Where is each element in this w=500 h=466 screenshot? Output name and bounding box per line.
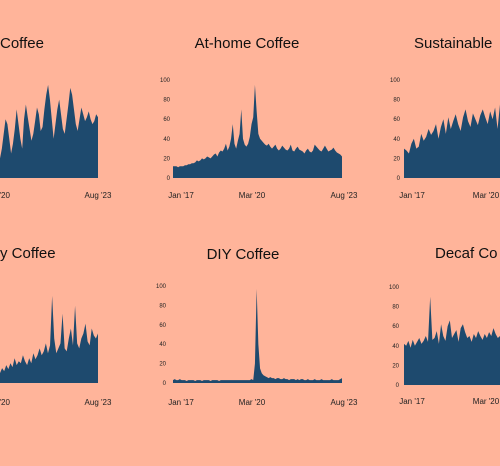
x-tick-label: Jan '17	[168, 191, 194, 200]
chart-title: Coffee	[0, 35, 44, 52]
x-tick-label: Aug '23	[331, 191, 358, 200]
y-tick-label: 20	[159, 362, 166, 368]
x-tick-label: Jan '17	[168, 398, 194, 407]
x-tick-label: Mar '20	[239, 191, 266, 200]
y-tick-label: 0	[167, 176, 171, 182]
y-tick-label: 100	[160, 78, 171, 84]
y-tick-label: 100	[156, 284, 167, 290]
chart-panel-2: At-home Coffee 100 80 60 40 20 0 Jan '17 Mar '20…	[160, 35, 358, 200]
y-tick-label: 40	[392, 344, 399, 350]
y-tick-label: 0	[397, 176, 401, 182]
x-tick-label: Jan '17	[399, 191, 425, 200]
area-series	[404, 104, 500, 178]
y-tick-label: 60	[392, 324, 399, 330]
area-series	[0, 295, 98, 383]
y-tick-label: 20	[163, 156, 170, 162]
chart-panel-3: Sustainable 100 80 60 40 20 0 Jan '17 Mar '20	[390, 35, 500, 200]
y-tick-label: 100	[390, 78, 401, 84]
y-tick-label: 40	[393, 137, 400, 143]
x-tick-label: Jan '17	[399, 397, 425, 406]
y-tick-label: 0	[396, 383, 400, 389]
chart-title: Sustainable	[414, 35, 492, 52]
y-tick-label: 0	[163, 381, 167, 387]
y-tick-label: 40	[163, 137, 170, 143]
x-tick-label: Mar '20	[473, 191, 500, 200]
area-series	[173, 84, 342, 178]
y-tick-label: 80	[163, 98, 170, 104]
x-tick-label: Aug '23	[85, 398, 112, 407]
y-tick-label: 60	[159, 323, 166, 329]
x-tick-label: Aug '23	[331, 398, 358, 407]
y-tick-label: 60	[163, 117, 170, 123]
chart-title: y Coffee	[0, 245, 56, 262]
y-tick-label: 100	[389, 285, 400, 291]
x-tick-label: Mar '20	[239, 398, 266, 407]
chart-panel-5: DIY Coffee 100 80 60 40 20 0 Jan '17 Mar '20 Aug …	[156, 246, 358, 407]
x-tick-label: Mar '20	[473, 397, 500, 406]
chart-panel-6: Decaf Co 100 80 60 40 20 0 Jan '17 Mar '20	[389, 245, 500, 406]
chart-panel-1: Coffee ar '20 Aug '23	[0, 35, 112, 200]
x-tick-label: Aug '23	[85, 191, 112, 200]
x-tick-label: ar '20	[0, 398, 10, 407]
area-series	[0, 84, 98, 178]
y-tick-label: 80	[392, 305, 399, 311]
y-tick-label: 20	[392, 363, 399, 369]
chart-title: Decaf Co	[435, 245, 498, 262]
x-tick-label: ar '20	[0, 191, 10, 200]
chart-panel-4: y Coffee ar '20 Aug '23	[0, 245, 112, 407]
area-series	[404, 296, 500, 385]
y-tick-label: 80	[393, 98, 400, 104]
y-tick-label: 80	[159, 303, 166, 309]
area-series	[173, 288, 342, 383]
y-tick-label: 40	[159, 342, 166, 348]
y-tick-label: 60	[393, 117, 400, 123]
y-tick-label: 20	[393, 156, 400, 162]
chart-title: At-home Coffee	[195, 35, 300, 52]
chart-title: DIY Coffee	[207, 246, 280, 263]
